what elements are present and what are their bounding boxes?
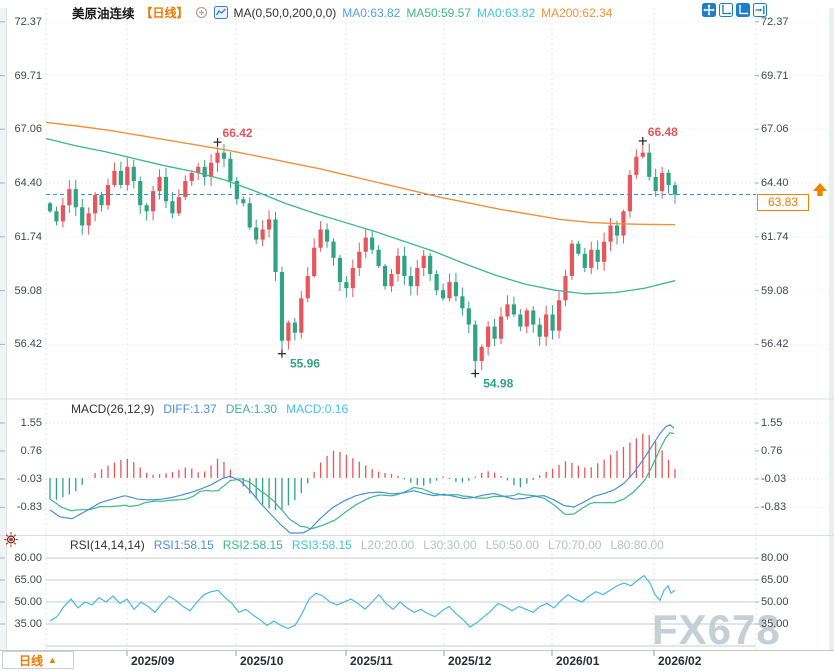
left-scale-strip [0, 8, 7, 650]
indicator-settings-icon[interactable] [195, 6, 208, 19]
axis-scale-icon[interactable] [719, 3, 733, 17]
rsi-l30-value: L30:30.00 [423, 538, 477, 552]
alert-sun-icon[interactable] [3, 531, 19, 553]
macd-diff-value: DIFF:1.37 [163, 402, 217, 416]
price-annotation: 66.48 [648, 125, 678, 139]
rsi-l50-value: L50:50.00 [485, 538, 540, 552]
period-label: 日线 [19, 653, 44, 668]
period-tag: 【日线】 [140, 6, 189, 20]
rsi2-value: RSI2:58.15 [222, 538, 283, 552]
price-annotation: 55.96 [290, 357, 320, 371]
main-chart-header: 美原油连续 【日线】 MA(0,50,0,200,0,0) MA0:63.82 … [72, 3, 612, 22]
rsi3-value: RSI3:58.15 [291, 538, 352, 552]
ma0-value: MA0:63.82 [342, 5, 401, 20]
axis-scale-active-icon[interactable] [736, 3, 750, 17]
chart-toolbar [702, 3, 767, 17]
chevron-up-icon: ▲ [48, 655, 57, 665]
ma200-value: MA200:62.34 [541, 5, 613, 20]
ma0b-value: MA0:63.82 [477, 5, 536, 20]
ma50-value: MA50:59.57 [406, 5, 472, 20]
ma-formula: MA(0,50,0,200,0,0) [233, 5, 337, 20]
period-selector-button[interactable]: 日线 ▲ [2, 651, 74, 669]
rsi1-value: RSI1:58.15 [153, 538, 214, 552]
instrument-title: 美原油连续 [72, 7, 135, 21]
pan-tool-icon[interactable] [702, 3, 716, 17]
last-price-tag: 63.83 [757, 194, 809, 211]
macd-dea-value: DEA:1.30 [225, 402, 278, 416]
rsi-l80-value: L80:80.00 [610, 538, 664, 552]
price-annotation: 54.98 [483, 377, 513, 391]
macd-hist-value: MACD:0.16 [286, 402, 349, 416]
rsi-formula: RSI(14,14,14) [70, 538, 145, 552]
rsi-l20-value: L20:20.00 [360, 538, 415, 552]
right-edge-scrollbar[interactable] [829, 8, 834, 650]
price-annotation: 66.42 [223, 126, 253, 140]
collapse-panel-icon[interactable] [753, 3, 767, 17]
watermark: FX678 [652, 606, 781, 653]
macd-header: MACD(26,12,9) DIFF:1.37 DEA:1.30 MACD:0.… [71, 402, 348, 416]
chart-type-icon[interactable] [213, 6, 228, 19]
rsi-header: RSI(14,14,14) RSI1:58.15 RSI2:58.15 RSI3… [70, 538, 664, 552]
macd-formula: MACD(26,12,9) [71, 402, 155, 416]
rsi-l70-value: L70:70.00 [548, 538, 602, 552]
price-up-arrow-icon [811, 183, 829, 202]
